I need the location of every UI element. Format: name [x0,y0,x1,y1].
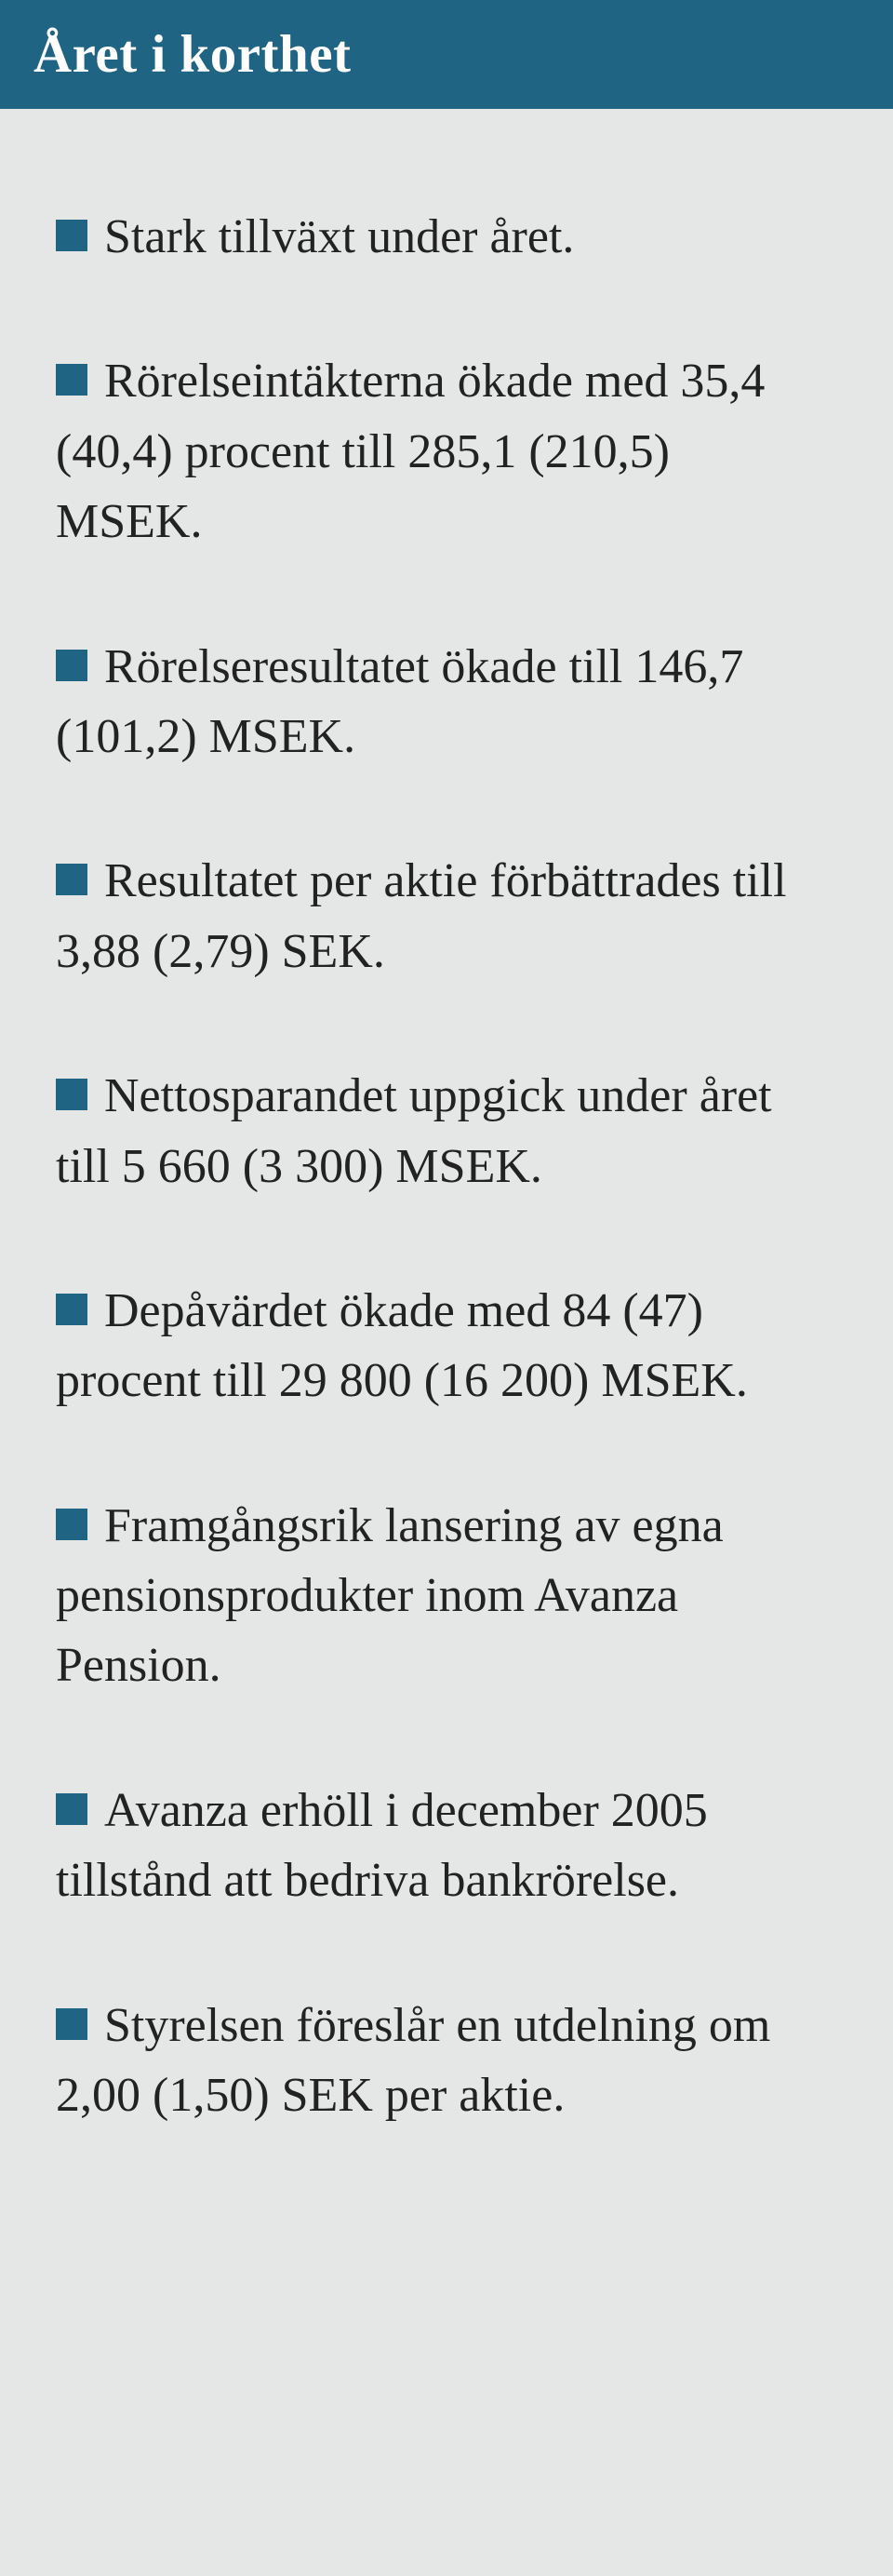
square-bullet-icon [56,1294,87,1325]
list-item: Resultatet per aktie förbättrades till 3… [56,846,828,986]
list-item-text: Resultatet per aktie förbättrades till 3… [56,854,787,977]
panel-header: Året i korthet [0,0,893,109]
info-panel: Året i korthet Stark tillväxt under året… [0,0,893,2576]
square-bullet-icon [56,1509,87,1540]
square-bullet-icon [56,1079,87,1110]
square-bullet-icon [56,1793,87,1825]
square-bullet-icon [56,864,87,895]
square-bullet-icon [56,220,87,251]
list-item: Rörelseresultatet ökade till 146,7 (101,… [56,632,828,772]
list-item-text: Styrelsen föreslår en utdelning om 2,00 … [56,1999,770,2122]
list-item-text: Rörelseintäkterna ökade med 35,4 (40,4) … [56,355,765,548]
square-bullet-icon [56,650,87,681]
square-bullet-icon [56,2008,87,2040]
list-item-text: Stark tillväxt under året. [104,210,574,263]
panel-body: Stark tillväxt under året. Rörelseintäkt… [0,109,893,2130]
list-item: Depåvärdet ökade med 84 (47) procent til… [56,1276,828,1416]
list-item-text: Depåvärdet ökade med 84 (47) procent til… [56,1284,748,1407]
list-item-text: Rörelseresultatet ökade till 146,7 (101,… [56,640,743,763]
list-item: Rörelseintäkterna ökade med 35,4 (40,4) … [56,346,828,557]
list-item-text: Framgångsrik lansering av egna pensionsp… [56,1499,724,1693]
list-item: Framgångsrik lansering av egna pensionsp… [56,1491,828,1701]
list-item: Stark tillväxt under året. [56,202,828,272]
list-item: Nettosparandet uppgick under året till 5… [56,1061,828,1201]
list-item-text: Avanza erhöll i december 2005 tillstånd … [56,1784,708,1907]
list-item: Avanza erhöll i december 2005 tillstånd … [56,1776,828,1916]
square-bullet-icon [56,364,87,396]
panel-title: Året i korthet [33,25,352,84]
list-item: Styrelsen föreslår en utdelning om 2,00 … [56,1991,828,2131]
list-item-text: Nettosparandet uppgick under året till 5… [56,1069,772,1192]
